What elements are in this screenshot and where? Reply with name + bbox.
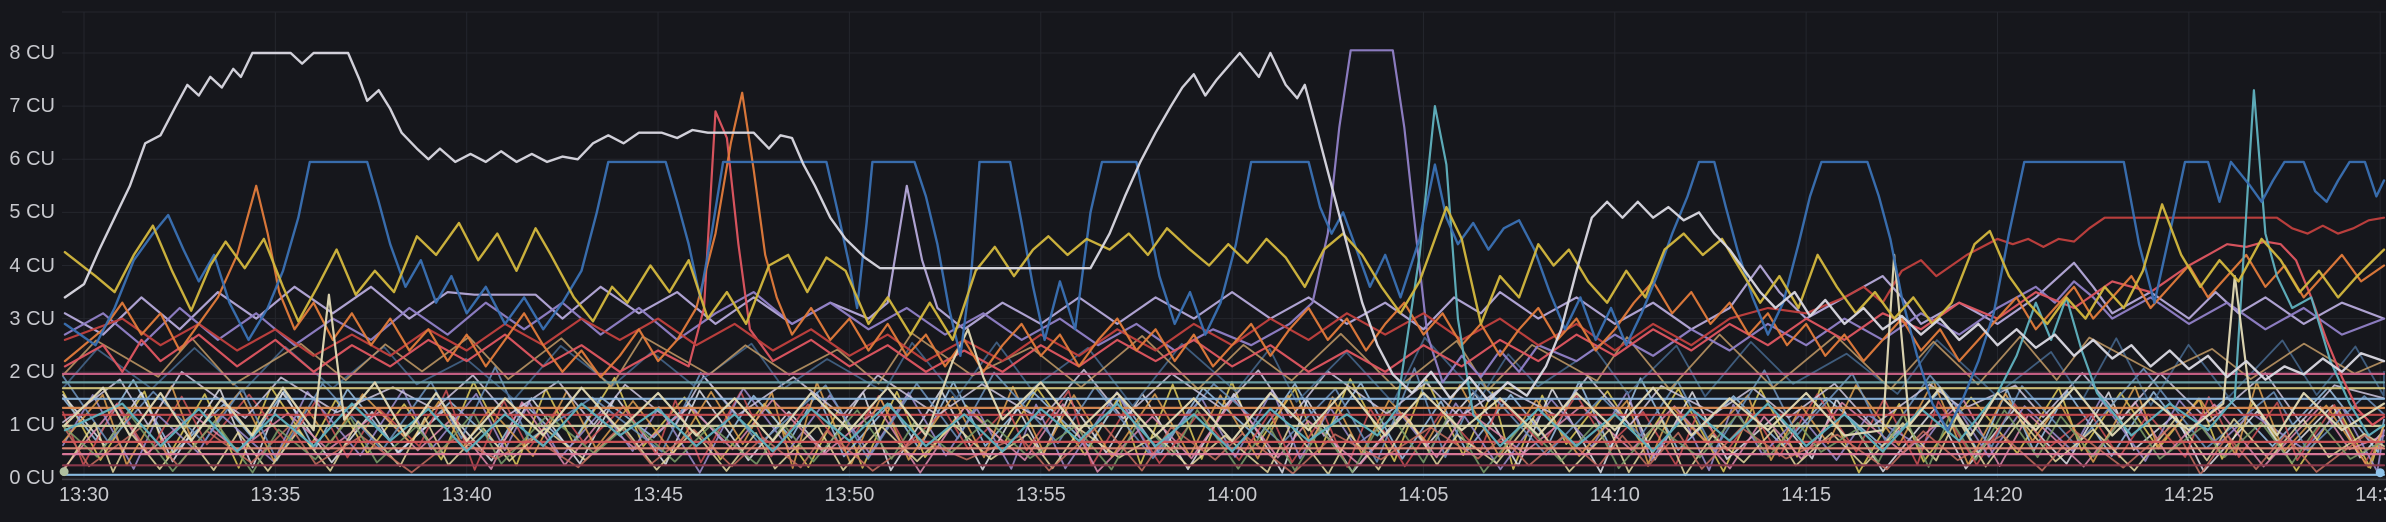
x-axis-label: 14:10 [1589, 484, 1640, 506]
x-axis-label: 14:15 [1781, 484, 1832, 506]
x-axis-label: 14:30 [2355, 484, 2386, 506]
y-axis-label: 5 CU [9, 201, 55, 224]
x-axis-label: 13:35 [250, 484, 301, 506]
x-axis-label: 14:20 [1972, 484, 2023, 506]
x-axis-label: 13:30 [58, 484, 110, 506]
x-axis-label: 14:00 [1207, 484, 1258, 506]
x-axis-label: 13:50 [824, 484, 875, 506]
y-axis-label: 1 CU [9, 413, 55, 436]
x-axis-label: 13:40 [441, 484, 492, 506]
y-axis-label: 2 CU [9, 360, 55, 383]
y-axis-label: 4 CU [9, 254, 55, 277]
y-axis-label: 6 CU [9, 148, 55, 171]
y-axis-label: 0 CU [9, 467, 55, 489]
y-axis-label: 8 CU [9, 42, 55, 64]
series-end-dot [2375, 468, 2385, 478]
x-axis-label: 13:45 [633, 484, 684, 506]
series-start-dot [59, 467, 69, 477]
y-axis-label: 7 CU [9, 95, 55, 118]
x-axis-label: 13:55 [1015, 484, 1066, 506]
x-axis-label: 14:25 [2163, 484, 2214, 506]
y-axis-label: 3 CU [9, 307, 55, 330]
x-axis-label: 14:05 [1398, 484, 1449, 506]
